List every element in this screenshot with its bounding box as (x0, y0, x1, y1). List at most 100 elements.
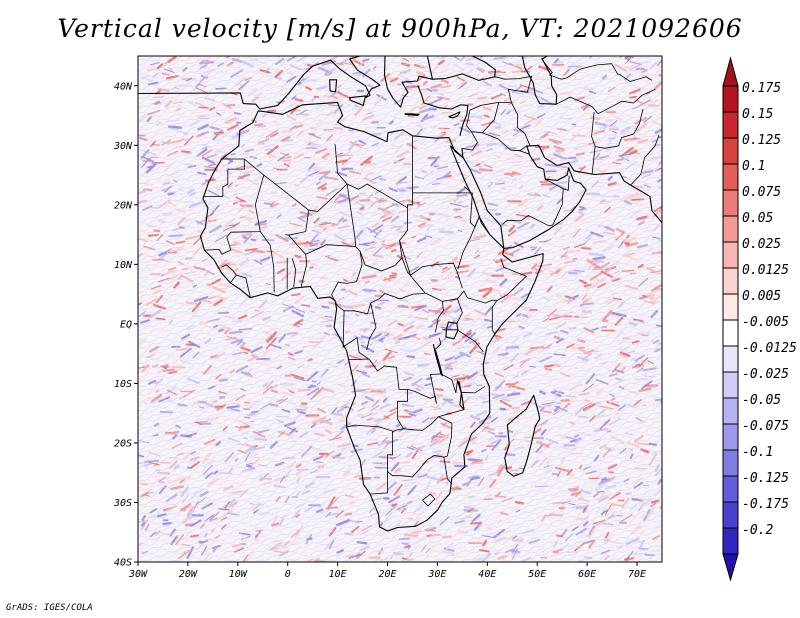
country-border (226, 158, 265, 238)
country-border (291, 258, 297, 288)
country-border (510, 149, 530, 155)
africa-coastline (199, 101, 544, 532)
colorbar-swatch (722, 527, 739, 555)
cyprus-coastline (448, 111, 461, 119)
country-border (342, 310, 369, 360)
sicily-coastline (349, 95, 367, 106)
colorbar-swatch (722, 111, 739, 139)
colorbar-top-arrow (722, 56, 739, 87)
lat-tick-label: 30N (113, 141, 133, 152)
country-border (437, 409, 465, 485)
grads-credit: GrADS: IGES/COLA (6, 603, 93, 613)
country-borders (202, 58, 660, 507)
lon-tick-label: 20W (179, 569, 198, 580)
colorbar-swatch (722, 501, 739, 529)
country-border (204, 236, 232, 255)
lon-tick-label: 30E (427, 569, 446, 580)
map-texture (138, 56, 662, 562)
colorbar-swatch (722, 215, 739, 243)
country-border (399, 240, 463, 289)
colorbar-swatch (722, 345, 739, 373)
colorbar-label: -0.005 (742, 315, 789, 330)
map-frame (137, 55, 663, 563)
coastlines (138, 56, 662, 532)
colorbar-swatch (722, 449, 739, 477)
lat-tick-label: 20S (114, 438, 132, 449)
colorbar-label: 0.005 (742, 289, 781, 304)
colorbar-label: -0.175 (742, 497, 789, 512)
country-border (461, 131, 478, 151)
colorbar-swatch (722, 241, 739, 269)
country-border (464, 186, 472, 194)
lon-tick-label: 10E (329, 569, 347, 580)
colorbar-label: 0.075 (742, 185, 781, 200)
lon-tick-label: 70E (628, 569, 646, 580)
lat-tick-label: 40N (114, 81, 133, 92)
black-sea-coastline (432, 56, 496, 81)
country-border (545, 178, 564, 190)
colorbar-swatch (722, 267, 739, 295)
colorbar-swatch (722, 137, 739, 165)
colorbar-swatch (722, 475, 739, 503)
levant-coastline (417, 85, 469, 136)
country-border (346, 183, 356, 247)
colorbar: 0.175 0.15 0.125 0.1 0.075 0.05 0.025 0.0125 0.0… (722, 56, 797, 582)
colorbar-label: 0.05 (742, 211, 773, 226)
country-border (440, 373, 458, 394)
colorbar-label: -0.2 (742, 523, 773, 538)
colorbar-label: 0.175 (742, 81, 781, 96)
country-border (391, 416, 439, 434)
colorbar-label: -0.1 (742, 445, 773, 460)
country-border (305, 244, 363, 265)
colorbar-swatch (722, 319, 739, 347)
lon-tick-label: 60E (578, 569, 596, 580)
colorbar-label: -0.125 (742, 471, 789, 486)
country-border (456, 298, 463, 324)
lon-tick-label: 20E (378, 569, 396, 580)
colorbar-label: -0.0125 (742, 341, 797, 356)
madagascar-coastline (504, 394, 541, 477)
country-border (495, 75, 533, 103)
colorbar-label: -0.05 (742, 393, 781, 408)
country-border (434, 338, 442, 351)
country-border (556, 88, 656, 115)
lon-tick-label: 50E (528, 569, 546, 580)
lon-tick-label: 0 (285, 569, 291, 580)
colorbar-swatch (722, 163, 739, 191)
country-border (285, 210, 310, 236)
colorbar-swatch (722, 371, 739, 399)
latitude-axis: 40N 30N 20N 10N EQ 10S 20S 30S 40S (113, 81, 138, 569)
country-border (595, 108, 644, 149)
country-border (630, 135, 660, 186)
crete-coastline (404, 113, 420, 117)
colorbar-swatch (722, 423, 739, 451)
colorbar-swatch (722, 293, 739, 321)
arabia-coastline (461, 144, 662, 249)
country-border (502, 215, 549, 227)
country-border (259, 231, 275, 293)
country-border (346, 424, 393, 495)
colorbar-swatch (722, 85, 739, 113)
country-border (359, 251, 493, 304)
country-border (387, 454, 444, 478)
country-border (407, 192, 413, 208)
lake-malawi (456, 380, 465, 411)
lon-tick-label: 40E (478, 569, 496, 580)
country-border (422, 493, 436, 507)
colorbar-label: -0.075 (742, 419, 789, 434)
sardinia-coastline (329, 79, 338, 93)
country-border (442, 329, 484, 353)
colorbar-label: -0.025 (742, 367, 789, 382)
chart-title: Vertical velocity [m/s] at 900hPa, VT: 2… (57, 14, 743, 43)
colorbar-label: 0.0125 (742, 263, 789, 278)
southern-europe-coastline (138, 56, 381, 110)
country-border (491, 300, 498, 335)
country-border (331, 264, 363, 295)
country-border (548, 175, 570, 227)
country-border (407, 373, 441, 404)
country-border (236, 274, 251, 298)
country-border (498, 102, 531, 146)
colorbar-label: 0.025 (742, 237, 781, 252)
lat-tick-label: 40S (114, 558, 132, 569)
